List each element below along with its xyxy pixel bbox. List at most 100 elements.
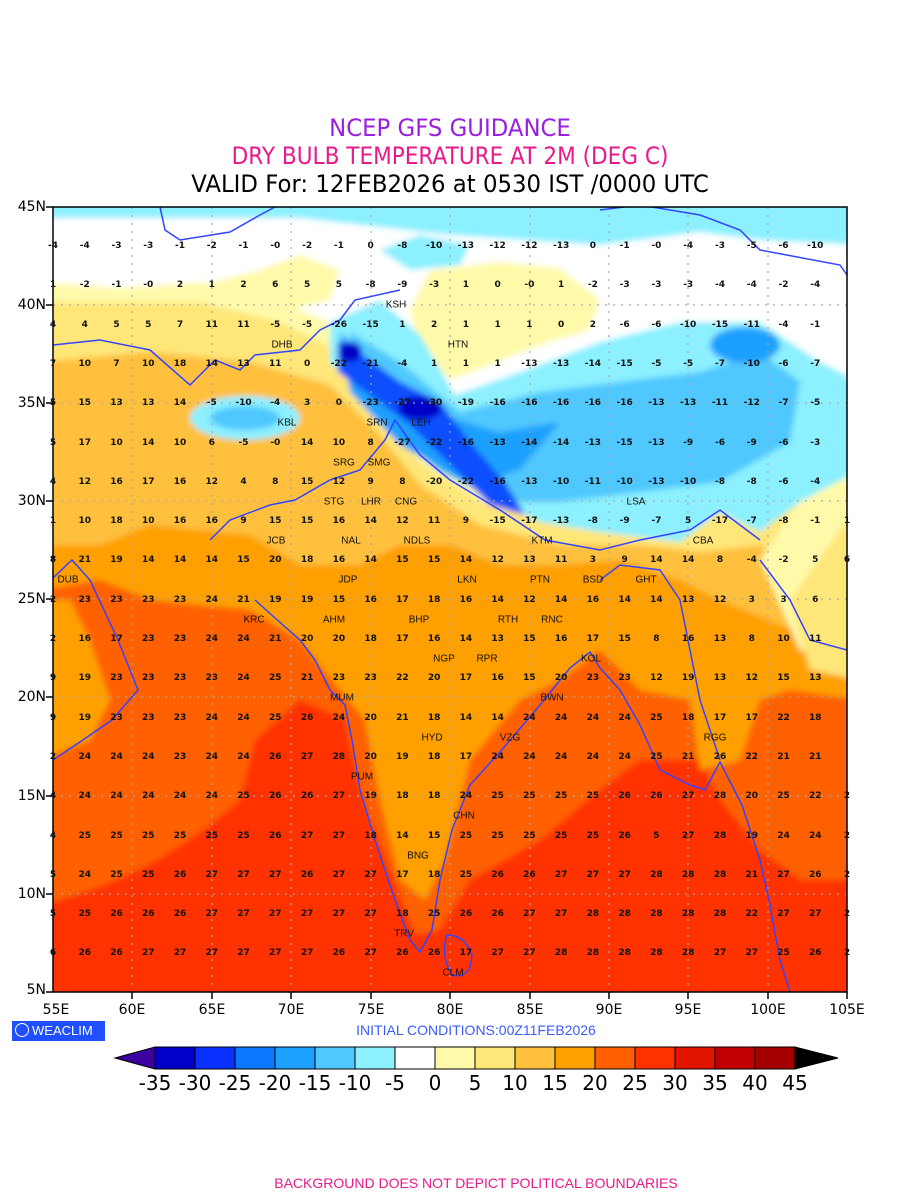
grid-value: 28 <box>713 830 727 841</box>
city-label: LSA <box>626 496 646 508</box>
grid-value: -4 <box>778 319 789 330</box>
lon-label: 100E <box>750 1002 786 1018</box>
grid-value: 5 <box>653 830 660 841</box>
grid-value: 8 <box>716 555 724 566</box>
grid-value: 9 <box>240 516 247 527</box>
grid-value: 24 <box>205 634 219 644</box>
colorbar-swatch <box>674 1046 716 1070</box>
grid-value: 24 <box>554 751 568 762</box>
grid-value: -10 <box>553 476 570 487</box>
city-label: CLM <box>442 967 464 979</box>
grid-value: -13 <box>553 241 570 251</box>
grid-value: 14 <box>554 594 568 605</box>
grid-value: -14 <box>553 437 570 448</box>
grid-value: 26 <box>142 909 155 920</box>
grid-value: 24 <box>523 712 536 723</box>
grid-value: 13 <box>713 673 727 684</box>
grid-value: 8 <box>49 555 57 566</box>
grid-value: 15 <box>523 673 536 684</box>
city-label: BWN <box>540 692 564 704</box>
grid-value: 27 <box>269 909 282 920</box>
city-label: NAL <box>341 535 361 547</box>
colorbar-swatch <box>314 1046 356 1070</box>
grid-value: -0 <box>524 280 535 291</box>
grid-value: 1 <box>558 280 565 291</box>
grid-value: -27 <box>394 437 411 448</box>
colorbar-label: 45 <box>782 1071 808 1095</box>
grid-value: 24 <box>808 830 822 841</box>
city-label: KTM <box>531 535 553 547</box>
colorbar-label: -15 <box>298 1071 332 1095</box>
grid-value: -7 <box>778 398 789 409</box>
grid-value: 24 <box>78 791 92 802</box>
lon-label: 55E <box>42 1002 70 1018</box>
grid-value: -2 <box>302 241 313 251</box>
grid-value: 4 <box>81 319 88 330</box>
colorbar-label: -30 <box>178 1071 212 1095</box>
grid-value: 24 <box>332 712 346 723</box>
grid-value: -9 <box>397 280 408 291</box>
grid-value: 14 <box>491 712 504 723</box>
grid-value: 2 <box>589 319 597 330</box>
grid-value: -8 <box>397 241 408 251</box>
lat-label: 5N <box>26 982 46 998</box>
city-label: JDP <box>338 574 358 586</box>
grid-value: 24 <box>142 751 155 762</box>
lon-label: 105E <box>829 1002 865 1018</box>
grid-value: -6 <box>619 319 630 330</box>
grid-value: 25 <box>205 830 219 841</box>
grid-value: 25 <box>459 830 473 841</box>
grid-value: 28 <box>554 948 568 959</box>
city-label: HYD <box>421 732 443 744</box>
city-label: BSD <box>582 574 604 586</box>
grid-value: 15 <box>78 398 92 409</box>
grid-value: -10 <box>235 398 252 409</box>
grid-value: 28 <box>650 909 663 920</box>
grid-value: 2 <box>176 280 184 291</box>
grid-value: 21 <box>396 712 409 723</box>
grid-value: 25 <box>110 830 123 841</box>
colorbar-label: -20 <box>258 1071 292 1095</box>
grid-value: 2 <box>843 948 851 959</box>
colorbar-label: -5 <box>385 1071 405 1095</box>
grid-value: 27 <box>777 869 790 880</box>
city-label: SRG <box>333 457 355 469</box>
grid-value: -13 <box>648 398 665 409</box>
grid-value: -9 <box>746 437 757 448</box>
grid-value: 14 <box>681 555 695 566</box>
grid-value: 23 <box>110 712 123 723</box>
grid-value: 1 <box>49 516 57 527</box>
grid-value: -12 <box>489 241 506 251</box>
grid-value: -5 <box>302 319 313 330</box>
grid-value: 18 <box>681 712 695 723</box>
grid-value: -10 <box>807 241 824 251</box>
grid-value: 27 <box>205 909 219 920</box>
grid-value: 20 <box>745 791 758 802</box>
grid-value: -13 <box>553 516 570 527</box>
grid-value: 19 <box>396 751 409 762</box>
colorbar-over-arrow <box>794 1046 839 1070</box>
lon-label: 85E <box>516 1002 544 1018</box>
grid-value: -2 <box>79 280 90 291</box>
grid-value: 16 <box>78 634 92 644</box>
colorbar-label: 40 <box>742 1071 768 1095</box>
grid-value: -12 <box>743 398 760 409</box>
grid-value: 25 <box>650 751 663 762</box>
grid-value: 12 <box>491 555 504 566</box>
grid-value: 16 <box>586 594 600 605</box>
grid-value: 17 <box>745 712 758 723</box>
city-label: RTH <box>497 614 519 626</box>
grid-value: 22 <box>808 791 822 802</box>
grid-value: 10 <box>332 437 346 448</box>
grid-value: 26 <box>427 948 441 959</box>
grid-value: 17 <box>396 634 409 644</box>
grid-value: 16 <box>427 634 441 644</box>
grid-value: 14 <box>459 634 473 644</box>
grid-value: -13 <box>521 358 538 369</box>
grid-value: 25 <box>777 791 790 802</box>
grid-value: 21 <box>808 751 822 762</box>
grid-value: 16 <box>681 634 695 644</box>
colorbar-swatch <box>394 1046 436 1070</box>
grid-value: 21 <box>681 751 695 762</box>
grid-value: -11 <box>711 398 729 409</box>
